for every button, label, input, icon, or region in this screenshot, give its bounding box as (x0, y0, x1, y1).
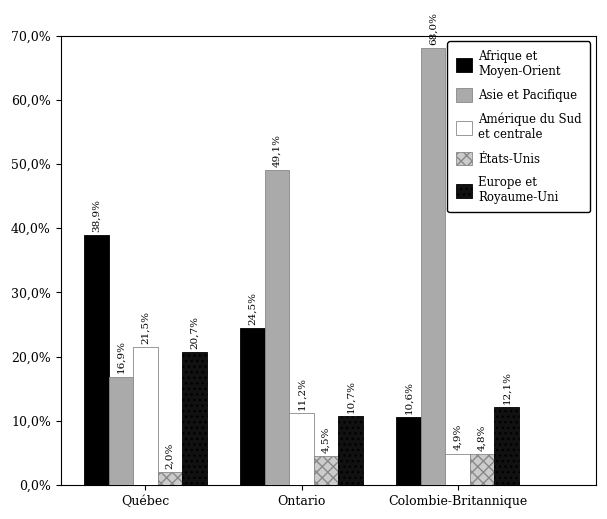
Bar (421, 48, 446, 485)
Bar (470, 454, 495, 485)
Bar (182, 352, 207, 485)
Text: 11,2%: 11,2% (297, 377, 306, 410)
Text: 68,0%: 68,0% (429, 12, 438, 45)
Text: 16,9%: 16,9% (117, 340, 126, 373)
Bar (314, 456, 338, 485)
Text: 21,5%: 21,5% (141, 311, 150, 344)
Bar (109, 377, 133, 485)
Bar (495, 407, 519, 485)
Text: 20,7%: 20,7% (190, 316, 199, 349)
Text: 2,0%: 2,0% (166, 443, 174, 469)
Text: 4,8%: 4,8% (478, 425, 487, 451)
Bar (240, 328, 265, 485)
Bar (446, 454, 470, 485)
Bar (158, 472, 182, 485)
Bar (133, 347, 158, 485)
Text: 24,5%: 24,5% (248, 292, 257, 324)
Bar (396, 417, 421, 485)
Text: 4,5%: 4,5% (322, 427, 331, 453)
Text: 10,7%: 10,7% (346, 380, 355, 413)
Bar (84, 235, 109, 485)
Text: 12,1%: 12,1% (502, 371, 511, 404)
Bar (338, 416, 363, 485)
Bar (265, 170, 290, 485)
Text: 49,1%: 49,1% (273, 133, 282, 167)
Legend: Afrique et
Moyen-Orient, Asie et Pacifique, Amérique du Sud
et centrale, États-U: Afrique et Moyen-Orient, Asie et Pacifiq… (447, 42, 590, 212)
Text: 4,9%: 4,9% (453, 424, 462, 450)
Bar (290, 413, 314, 485)
Text: 38,9%: 38,9% (92, 199, 101, 232)
Text: 10,6%: 10,6% (404, 381, 413, 414)
